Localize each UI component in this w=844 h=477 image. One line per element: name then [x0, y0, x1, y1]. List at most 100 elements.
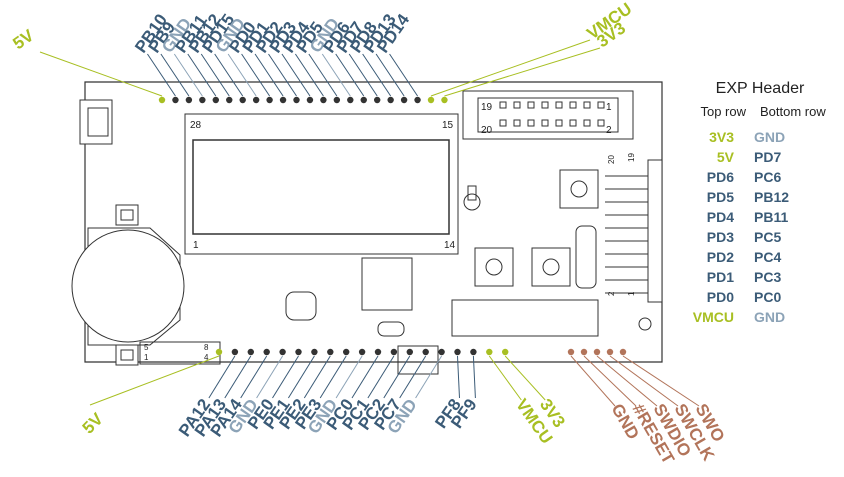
top-pin-hole — [266, 96, 273, 104]
exp-top-pin-vmcu: VMCU — [692, 309, 734, 325]
usb-connector — [79, 99, 113, 145]
exp-header-title: EXP Header — [715, 80, 805, 97]
bottom-pin-leader — [383, 355, 411, 399]
bottom-pin-hole — [438, 348, 445, 356]
bottom-pin-leader — [303, 355, 331, 399]
bottom-pin-leader — [240, 355, 268, 399]
jumper-8: 8 — [204, 343, 209, 352]
bottom-pin-leader — [256, 355, 284, 399]
header-pin-19: 19 — [481, 102, 493, 113]
top-pin-hole — [427, 96, 435, 104]
bottom-pin-hole — [486, 348, 493, 356]
top-pin-hole — [199, 96, 206, 104]
header-pin-2: 2 — [606, 125, 612, 136]
bottom-pin-hole — [406, 348, 413, 356]
exp-header-row: PD5 PB12 — [682, 187, 844, 207]
exp-header-row: PD1 PC3 — [682, 267, 844, 287]
top-pin-hole — [320, 96, 327, 104]
top-pin-leader — [254, 53, 284, 97]
bottom-pin-hole — [215, 348, 223, 356]
bottom-pin-hole — [247, 348, 254, 356]
exp-top-pin-pd3: PD3 — [706, 229, 734, 245]
exp-top-pin-pd6: PD6 — [706, 169, 734, 185]
debug-pin-hole — [606, 348, 614, 356]
exp-bottom-pin-pc4: PC4 — [754, 249, 782, 265]
debug-pin-leader — [622, 355, 700, 407]
mcu-chip — [361, 257, 413, 311]
top-pin-leader — [375, 53, 405, 97]
bottom-row-label: Bottom row — [760, 104, 826, 119]
top-pin-hole — [441, 96, 448, 104]
top-pin-leader — [335, 53, 365, 97]
exp-top-pin-pd4: PD4 — [706, 209, 734, 225]
top-pin-hole — [387, 96, 394, 104]
header-pin-20: 20 — [481, 125, 493, 136]
top-pin-leader — [187, 53, 217, 97]
bottom-pin-leader — [504, 355, 546, 401]
top-pin-leader — [348, 53, 378, 97]
exp-header-pin-lines — [605, 175, 648, 294]
bottom-pin-leader — [415, 355, 443, 399]
exp-header-row: PD4 PB11 — [682, 207, 844, 227]
top-pin-hole — [306, 96, 314, 104]
jumper-5: 5 — [144, 343, 149, 352]
top-pin-leader — [321, 53, 351, 97]
top-pin-leader — [214, 53, 244, 97]
bottom-pin-hole — [343, 348, 350, 356]
debug-pin-hole — [619, 348, 627, 356]
mounting-hole — [638, 317, 652, 331]
top-pin-leader — [362, 53, 392, 97]
exp-header-side — [647, 159, 663, 303]
bottom-pin-hole — [470, 348, 477, 356]
top-pin-hole — [333, 96, 341, 104]
debug-pin-hole — [593, 348, 601, 356]
top-row-label: Top row — [700, 104, 746, 119]
jumper-4: 4 — [204, 353, 209, 362]
bottom-pin-leader — [224, 355, 252, 399]
bottom-pin-leader — [335, 355, 363, 399]
debug-pin-hole — [567, 348, 575, 356]
side-pin-19: 19 — [627, 153, 636, 162]
top-pin-leader — [160, 53, 190, 97]
top-pin-hole — [158, 96, 166, 104]
debug-pin-leader — [583, 355, 637, 407]
bottom-pin-hole — [263, 348, 270, 356]
push-buttons — [474, 169, 599, 287]
board-block — [451, 299, 599, 337]
top-pin-hole — [347, 96, 354, 104]
debug-header — [462, 90, 634, 140]
top-pin-hole — [172, 96, 179, 104]
top-pin-hole — [293, 96, 300, 104]
top-pin-hole — [252, 96, 260, 104]
lcd-pin-1: 1 — [193, 240, 199, 251]
exp-top-pin-pd2: PD2 — [706, 249, 734, 265]
exp-header-row: 3V3 GND — [682, 127, 844, 147]
debug-pin-leader — [596, 355, 658, 407]
bottom-pin-hole — [502, 348, 509, 356]
exp-bottom-pin-pc3: PC3 — [754, 269, 782, 285]
bottom-pin-leader — [272, 355, 299, 399]
top-pin-leader — [227, 53, 257, 97]
top-pin-row: 5V PB10PB9GNDPB11PB12PD15GNDPD0PD1PD2PD3P… — [9, 0, 635, 104]
lcd-pin-28: 28 — [190, 120, 202, 131]
bottom-pin-hole — [311, 348, 318, 356]
exp-header-columns: Top row Bottom row — [682, 104, 844, 119]
top-pin-leader — [389, 53, 418, 97]
top-pin-leader — [173, 53, 203, 97]
bottom-pin-leader — [89, 355, 220, 406]
jumper-1: 1 — [144, 353, 149, 362]
exp-header-row: PD2 PC4 — [682, 247, 844, 267]
exp-header-row: PD6 PC6 — [682, 167, 844, 187]
exp-top-pin-pd5: PD5 — [706, 189, 734, 205]
lcd-window — [192, 139, 450, 235]
top-pin-hole — [374, 96, 381, 104]
exp-header-row: PD3 PC5 — [682, 227, 844, 247]
bottom-pin-leader — [287, 355, 315, 399]
top-pin-leader — [200, 53, 230, 97]
bottom-pin-hole — [374, 348, 382, 356]
lcd-pin-15: 15 — [442, 120, 454, 131]
debug-pin-leader — [570, 355, 616, 407]
top-pin-leader — [444, 47, 601, 97]
exp-bottom-pin-gnd: GND — [754, 309, 786, 325]
top-pin-leader — [268, 53, 297, 97]
